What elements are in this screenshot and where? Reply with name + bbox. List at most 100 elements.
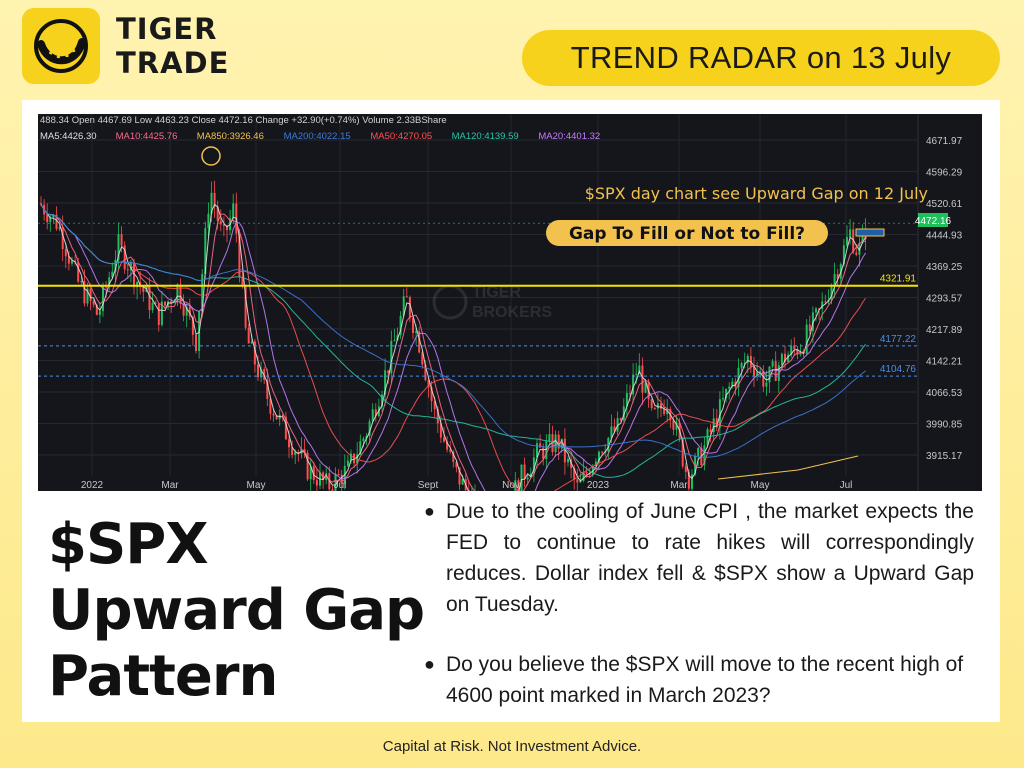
watermark-line-1: TIGER <box>472 284 521 301</box>
headline: $SPX Upward Gap Pattern <box>48 512 428 710</box>
bullet-text: Do you believe the $SPX will move to the… <box>446 653 964 707</box>
candle-body <box>269 398 272 414</box>
headline-line-2: Upward Gap <box>48 578 425 643</box>
candle-body <box>780 353 783 366</box>
bullet-dot-icon: ● <box>424 501 435 521</box>
candle-body <box>514 480 517 491</box>
candle-body <box>182 303 185 316</box>
candle-body <box>86 288 89 304</box>
candle-body <box>52 214 55 218</box>
candle-body <box>731 381 734 387</box>
candle-body <box>610 426 613 438</box>
candle-body <box>805 324 808 354</box>
candle-body <box>185 306 188 316</box>
candle-body <box>653 408 656 410</box>
candle-body <box>387 370 390 374</box>
x-tick-label: Nov <box>502 480 520 491</box>
candle-body <box>759 371 762 373</box>
ma-legend-item: MA850:3926.46 <box>197 131 264 142</box>
bullet-item: ● Do you believe the $SPX will move to t… <box>424 649 974 711</box>
candle-body <box>253 341 256 365</box>
x-tick-label: Mar <box>670 480 688 491</box>
callout-text: Gap To Fill or Not to Fill? <box>569 224 805 244</box>
candle-body <box>191 316 194 335</box>
candle-body <box>188 306 191 317</box>
candle-body <box>622 406 625 421</box>
candle-body <box>663 408 666 415</box>
ma-legend: MA5:4426.30 MA10:4425.76 MA850:3926.46 MA20… <box>40 131 600 142</box>
march-high-marker <box>201 146 221 166</box>
y-tick-label: 3915.17 <box>926 451 963 462</box>
candle-body <box>244 286 247 328</box>
x-axis: 2022 Mar May Jul Sept Nov 2023 Mar May Jul <box>81 480 853 491</box>
candle-body <box>89 288 92 301</box>
header-badge: TREND RADAR on 13 July <box>522 30 1000 86</box>
candle-body <box>390 341 393 374</box>
candle-body <box>74 260 77 262</box>
candle-body <box>660 403 662 409</box>
candle-body <box>61 227 64 249</box>
ma-legend-item: MA10:4425.76 <box>116 131 178 142</box>
candle-body <box>588 473 591 475</box>
chart-title: $SPX day chart see Upward Gap on 12 July <box>585 184 928 203</box>
candle-body <box>142 287 145 292</box>
ma-legend-item: MA200:4022.15 <box>284 131 351 142</box>
candle-body <box>58 227 61 229</box>
candle-body <box>706 429 709 446</box>
candle-body <box>322 472 325 481</box>
level-label: 4177.22 <box>880 334 917 345</box>
candle-body <box>368 421 371 436</box>
candle-body <box>842 245 845 265</box>
ma-line-ma850 <box>717 455 859 480</box>
candle-body <box>467 490 470 491</box>
tiger-eye-icon <box>34 19 88 73</box>
candle-body <box>201 273 204 312</box>
candle-body <box>635 373 638 375</box>
candle-body <box>753 366 755 376</box>
candle-body <box>536 443 538 458</box>
ma-legend-item: MA5:4426.30 <box>40 131 97 142</box>
candle-body <box>548 434 551 442</box>
ma-line-ma20 <box>40 204 867 491</box>
candle-body <box>697 447 700 456</box>
candle-body <box>771 361 774 367</box>
candle-body <box>458 467 461 485</box>
candle-body <box>102 286 104 312</box>
candle-body <box>430 387 433 401</box>
candle-body <box>672 420 675 430</box>
candle-body <box>765 382 768 387</box>
candle-body <box>644 382 647 393</box>
candle-body <box>461 478 464 485</box>
candle-body <box>222 224 225 226</box>
candle-body <box>824 301 827 303</box>
candle-body <box>520 464 523 491</box>
candle-body <box>846 237 848 246</box>
candle-body <box>412 318 414 333</box>
candle-body <box>790 345 793 355</box>
y-axis: 4671.97 4596.29 4520.61 4444.93 4369.25 4293.… <box>926 136 963 462</box>
candle-body <box>247 327 250 344</box>
candle-body <box>740 363 743 368</box>
ma-legend-item: MA20:4401.32 <box>538 131 600 142</box>
level-label: 4321.91 <box>880 274 917 285</box>
candle-body <box>725 388 728 399</box>
watermark-line-2: BROKERS <box>472 304 552 321</box>
candle-body <box>402 296 405 316</box>
ma-line-ma200 <box>40 204 866 458</box>
candle-body <box>567 458 569 463</box>
candle-body <box>650 399 653 409</box>
info-bar: 488.34 Open 4467.69 Low 4463.23 Close 44… <box>40 115 447 126</box>
x-tick-label: Sept <box>418 480 439 491</box>
brand-line-2: TRADE <box>116 46 230 80</box>
candle-body <box>836 273 839 279</box>
candle-body <box>359 441 362 455</box>
x-tick-label: May <box>751 480 770 491</box>
candle-body <box>821 301 824 309</box>
candle-body <box>288 439 290 448</box>
x-tick-label: Jul <box>840 480 853 491</box>
candle-body <box>746 355 749 363</box>
candle-body <box>625 393 628 407</box>
candle-body <box>294 452 297 455</box>
candle-body <box>852 229 855 253</box>
candle-body <box>291 447 294 455</box>
